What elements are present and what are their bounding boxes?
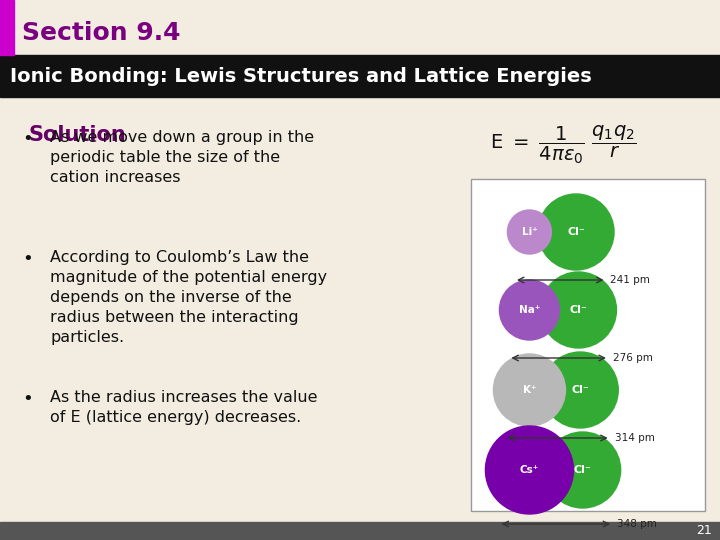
Text: 241 pm: 241 pm (611, 275, 650, 285)
Text: Section 9.4: Section 9.4 (22, 21, 181, 45)
Text: As the radius increases the value: As the radius increases the value (50, 390, 318, 405)
Circle shape (541, 272, 616, 348)
Text: Na⁺: Na⁺ (518, 305, 540, 315)
Text: particles.: particles. (50, 330, 124, 345)
Text: Li⁺: Li⁺ (521, 227, 537, 237)
Text: $\mathrm{E}\ =\ \dfrac{1}{4\pi\varepsilon_0}\ \dfrac{q_1q_2}{r}$: $\mathrm{E}\ =\ \dfrac{1}{4\pi\varepsilo… (490, 124, 636, 166)
Text: Cl⁻: Cl⁻ (574, 465, 592, 475)
Circle shape (544, 432, 621, 508)
Text: of E (lattice energy) decreases.: of E (lattice energy) decreases. (50, 410, 301, 425)
Text: According to Coulomb’s Law the: According to Coulomb’s Law the (50, 250, 309, 265)
Text: •: • (22, 130, 32, 148)
Text: •: • (22, 390, 32, 408)
Text: magnitude of the potential energy: magnitude of the potential energy (50, 270, 327, 285)
Circle shape (538, 194, 614, 270)
Text: Cl⁻: Cl⁻ (572, 385, 589, 395)
Circle shape (485, 426, 573, 514)
Text: periodic table the size of the: periodic table the size of the (50, 150, 280, 165)
Text: Cl⁻: Cl⁻ (567, 227, 585, 237)
Text: Cs⁺: Cs⁺ (520, 465, 539, 475)
Circle shape (542, 352, 618, 428)
Bar (0, 522, 720, 540)
FancyBboxPatch shape (471, 179, 705, 511)
Text: radius between the interacting: radius between the interacting (50, 310, 299, 325)
Bar (0, 0, 14, 55)
Text: 348 pm: 348 pm (617, 519, 657, 529)
Text: Solution: Solution (28, 125, 126, 145)
Text: •: • (22, 250, 32, 268)
Text: 314 pm: 314 pm (615, 433, 654, 443)
Bar (0, 55, 720, 97)
Text: K⁺: K⁺ (523, 385, 536, 395)
Text: depends on the inverse of the: depends on the inverse of the (50, 290, 292, 305)
Text: 21: 21 (696, 524, 712, 537)
Circle shape (500, 280, 559, 340)
Text: As we move down a group in the: As we move down a group in the (50, 130, 314, 145)
Circle shape (508, 210, 552, 254)
Text: 276 pm: 276 pm (613, 353, 653, 363)
Text: Ionic Bonding: Lewis Structures and Lattice Energies: Ionic Bonding: Lewis Structures and Latt… (10, 66, 592, 85)
Text: Cl⁻: Cl⁻ (570, 305, 588, 315)
Text: cation increases: cation increases (50, 170, 181, 185)
Circle shape (493, 354, 565, 426)
